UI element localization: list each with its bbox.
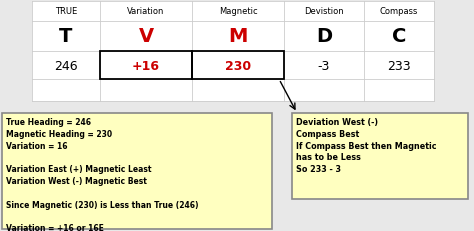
Bar: [192, 52, 284, 80]
Text: Deviation West (-)
Compass Best
If Compass Best then Magnetic
has to be Less
So : Deviation West (-) Compass Best If Compa…: [296, 118, 437, 173]
Text: 246: 246: [54, 59, 78, 72]
Text: TRUE: TRUE: [55, 7, 77, 16]
Text: 230: 230: [225, 59, 251, 72]
Text: 233: 233: [387, 59, 411, 72]
Text: M: M: [228, 27, 248, 46]
Text: T: T: [59, 27, 73, 46]
Bar: [32, 2, 434, 102]
Text: Variation: Variation: [128, 7, 164, 16]
Text: Magnetic: Magnetic: [219, 7, 257, 16]
Bar: [2, 113, 272, 229]
Text: D: D: [316, 27, 332, 46]
Text: True Heading = 246
Magnetic Heading = 230
Variation = 16

Variation East (+) Mag: True Heading = 246 Magnetic Heading = 23…: [6, 118, 199, 231]
Text: Compass: Compass: [380, 7, 418, 16]
Bar: [292, 113, 468, 199]
Text: V: V: [138, 27, 154, 46]
Text: C: C: [392, 27, 406, 46]
Text: Devistion: Devistion: [304, 7, 344, 16]
Text: +16: +16: [132, 59, 160, 72]
Text: -3: -3: [318, 59, 330, 72]
Bar: [100, 52, 192, 80]
